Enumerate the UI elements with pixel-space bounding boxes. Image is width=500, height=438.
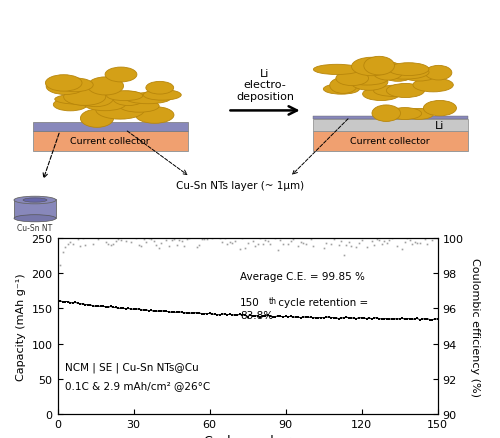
Ellipse shape (55, 95, 102, 105)
X-axis label: Cycle number: Cycle number (204, 434, 291, 438)
Ellipse shape (120, 101, 159, 113)
Ellipse shape (88, 78, 124, 96)
Text: Current collector: Current collector (350, 137, 430, 146)
Ellipse shape (388, 64, 429, 76)
Text: Li: Li (436, 120, 444, 131)
Text: Cu-Sn NTs layer (~ 1μm): Cu-Sn NTs layer (~ 1μm) (176, 181, 304, 191)
Ellipse shape (424, 101, 456, 117)
Ellipse shape (46, 75, 82, 92)
Ellipse shape (96, 102, 144, 120)
Ellipse shape (350, 74, 388, 91)
Text: cycle retention =: cycle retention = (276, 297, 368, 307)
Text: Li
electro-
deposition: Li electro- deposition (236, 69, 294, 102)
Ellipse shape (372, 63, 404, 81)
Ellipse shape (364, 57, 394, 76)
Ellipse shape (113, 92, 144, 106)
Ellipse shape (143, 90, 181, 101)
Ellipse shape (84, 98, 126, 111)
Ellipse shape (346, 73, 389, 86)
Ellipse shape (314, 65, 360, 75)
Ellipse shape (330, 78, 357, 94)
Ellipse shape (68, 92, 111, 106)
Ellipse shape (14, 197, 56, 205)
Text: 150: 150 (240, 297, 260, 307)
Ellipse shape (386, 84, 424, 98)
Ellipse shape (425, 66, 452, 81)
Ellipse shape (105, 68, 137, 83)
Text: th: th (269, 296, 277, 305)
FancyBboxPatch shape (312, 131, 468, 152)
Text: 83.8%: 83.8% (240, 311, 273, 321)
Ellipse shape (388, 108, 422, 120)
Ellipse shape (80, 110, 114, 128)
Ellipse shape (14, 215, 56, 223)
Ellipse shape (146, 82, 174, 95)
Text: 0.1C & 2.9 mAh/cm² @26°C: 0.1C & 2.9 mAh/cm² @26°C (65, 381, 210, 391)
Ellipse shape (64, 89, 106, 106)
Ellipse shape (125, 93, 171, 105)
FancyBboxPatch shape (32, 122, 188, 131)
Text: NCM | SE | Cu-Sn NTs@Cu: NCM | SE | Cu-Sn NTs@Cu (65, 362, 199, 372)
Ellipse shape (384, 70, 412, 82)
FancyBboxPatch shape (312, 117, 468, 120)
Text: Average C.E. = 99.85 %: Average C.E. = 99.85 % (240, 272, 365, 281)
Ellipse shape (324, 85, 360, 95)
Ellipse shape (374, 86, 418, 97)
Ellipse shape (54, 99, 88, 112)
FancyBboxPatch shape (312, 120, 468, 131)
Ellipse shape (352, 58, 393, 77)
FancyBboxPatch shape (14, 200, 56, 219)
Ellipse shape (106, 92, 142, 101)
Ellipse shape (402, 68, 437, 82)
Ellipse shape (57, 79, 93, 92)
Ellipse shape (413, 79, 454, 93)
Y-axis label: Capacity (mAh g⁻¹): Capacity (mAh g⁻¹) (16, 272, 26, 380)
Y-axis label: Coulombic efficiency (%): Coulombic efficiency (%) (470, 257, 480, 396)
Ellipse shape (404, 109, 434, 120)
Text: Current collector: Current collector (70, 137, 150, 146)
Ellipse shape (372, 106, 400, 122)
Ellipse shape (136, 107, 174, 124)
Ellipse shape (23, 198, 47, 203)
Ellipse shape (362, 88, 400, 101)
Ellipse shape (381, 66, 429, 80)
Ellipse shape (78, 90, 114, 107)
Ellipse shape (46, 79, 84, 95)
Text: Cu-Sn NT: Cu-Sn NT (18, 224, 52, 233)
FancyBboxPatch shape (32, 131, 188, 152)
Ellipse shape (336, 72, 368, 86)
